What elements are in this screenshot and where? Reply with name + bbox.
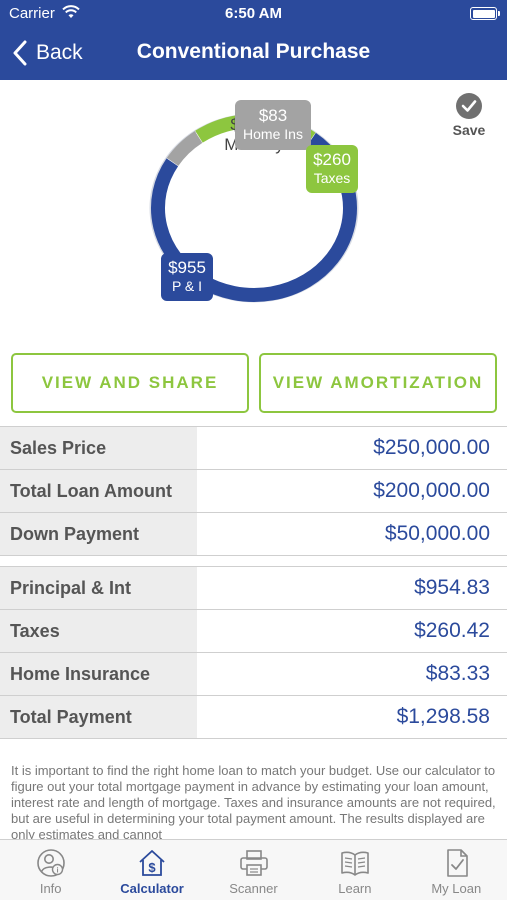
disclaimer-text: It is important to find the right home l… (11, 763, 496, 839)
battery-icon (470, 7, 500, 20)
table-row: Total Loan Amount $200,000.00 (0, 470, 507, 513)
calculator-house-icon: $ (139, 850, 165, 876)
row-value: $954.83 (414, 576, 490, 599)
row-value: $250,000.00 (373, 436, 490, 459)
taxes-tag: $260 Taxes (306, 145, 358, 193)
back-label: Back (36, 41, 83, 64)
row-value: $50,000.00 (384, 522, 490, 545)
principal-interest-label: P & I (171, 278, 203, 294)
table-row: Total Payment $1,298.58 (0, 696, 507, 739)
payment-breakdown-table: Principal & Int $954.83 Taxes $260.42 Ho… (0, 566, 507, 739)
home-ins-label: Home Ins (243, 126, 303, 142)
home-ins-amount: $83 (258, 106, 288, 125)
table-row: Taxes $260.42 (0, 610, 507, 653)
table-row: Principal & Int $954.83 (0, 567, 507, 610)
clock: 6:50 AM (225, 5, 282, 22)
row-label: Home Insurance (0, 653, 197, 695)
tab-my-loan[interactable]: My Loan (406, 840, 507, 900)
row-label: Principal & Int (0, 567, 197, 609)
tab-bar: i Info $ Calculator Scanner (0, 839, 507, 900)
svg-text:$: $ (149, 860, 157, 875)
scanner-icon (239, 850, 268, 876)
tab-learn[interactable]: Learn (304, 840, 405, 900)
row-value: $260.42 (414, 619, 490, 642)
checkmark-icon (456, 93, 482, 119)
taxes-label: Taxes (313, 170, 351, 186)
wifi-icon (62, 5, 80, 18)
row-label: Total Payment (0, 696, 197, 738)
tab-scanner[interactable]: Scanner (203, 840, 304, 900)
page-title: Conventional Purchase (136, 40, 371, 63)
table-row: Home Insurance $83.33 (0, 653, 507, 696)
tab-label: Calculator (120, 881, 184, 896)
book-icon (341, 851, 369, 876)
tab-label: Scanner (229, 881, 278, 896)
row-value: $200,000.00 (373, 479, 490, 502)
view-and-share-button[interactable]: VIEW AND SHARE (11, 353, 249, 413)
tab-label: Info (39, 881, 62, 896)
row-label: Taxes (0, 610, 197, 652)
status-bar: Carrier 6:50 AM (0, 0, 507, 28)
info-person-icon: i (37, 849, 65, 877)
view-amortization-button[interactable]: VIEW AMORTIZATION (259, 353, 497, 413)
row-label: Total Loan Amount (0, 470, 197, 512)
back-button[interactable]: Back (12, 38, 83, 68)
home-insurance-arc (166, 131, 203, 167)
principal-interest-tag: $955 P & I (161, 253, 213, 301)
tab-label: Learn (338, 881, 372, 896)
row-label: Down Payment (0, 513, 197, 555)
home-ins-tag: $83 Home Ins (235, 100, 311, 150)
tab-info[interactable]: i Info (0, 840, 101, 900)
tab-calculator[interactable]: $ Calculator (101, 840, 202, 900)
tab-label: My Loan (431, 881, 482, 896)
document-check-icon (446, 849, 468, 877)
loan-details-table: Sales Price $250,000.00 Total Loan Amoun… (0, 426, 507, 556)
save-button[interactable]: Save (450, 93, 488, 138)
chevron-left-icon (13, 40, 27, 66)
table-row: Down Payment $50,000.00 (0, 513, 507, 556)
carrier-label: Carrier (9, 5, 55, 22)
row-value: $83.33 (425, 662, 490, 685)
row-value: $1,298.58 (396, 705, 490, 728)
nav-bar: Back Conventional Purchase (0, 28, 507, 80)
save-label: Save (452, 122, 486, 138)
taxes-amount: $260 (313, 150, 351, 169)
table-row: Sales Price $250,000.00 (0, 427, 507, 470)
row-label: Sales Price (0, 427, 197, 469)
principal-interest-amount: $955 (168, 258, 206, 277)
svg-text:i: i (56, 865, 58, 874)
